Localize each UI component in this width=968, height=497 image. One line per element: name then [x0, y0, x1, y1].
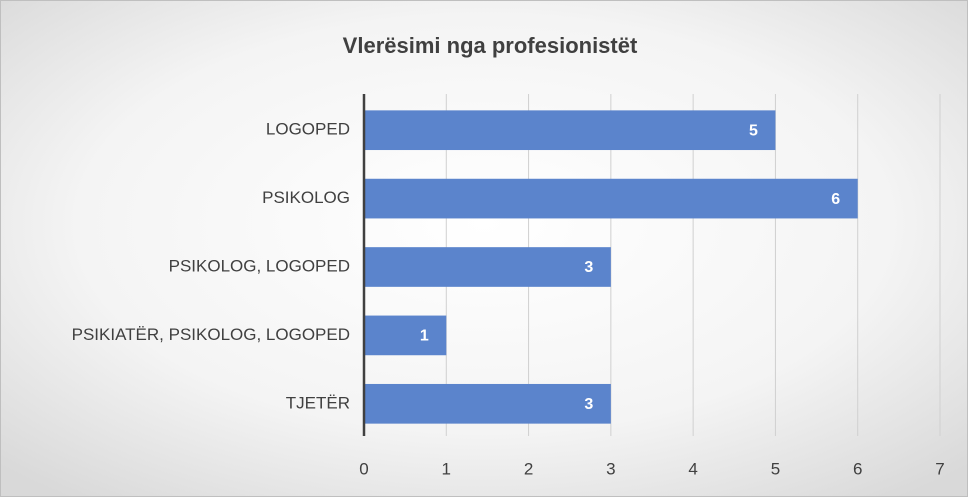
x-tick-label: 7: [935, 459, 944, 478]
bar: [364, 178, 858, 219]
y-tick-label: PSIKIATËR, PSIKOLOG, LOGOPED: [72, 325, 350, 344]
chart-title: Vlerësimi nga profesionistët: [343, 33, 638, 58]
y-tick-label: TJETËR: [286, 393, 350, 412]
data-label: 5: [749, 122, 758, 139]
data-label: 6: [831, 191, 840, 208]
y-tick-label: PSIKOLOG, LOGOPED: [169, 256, 350, 275]
bar: [364, 383, 611, 424]
x-tick-label: 2: [524, 459, 533, 478]
x-tick-label: 3: [606, 459, 615, 478]
x-tick-label: 5: [771, 459, 780, 478]
bar: [364, 315, 447, 356]
x-tick-label: 6: [853, 459, 862, 478]
data-label: 1: [420, 328, 429, 345]
bar: [364, 110, 776, 151]
y-tick-label: PSIKOLOG: [262, 188, 350, 207]
x-tick-label: 0: [359, 459, 368, 478]
data-label: 3: [584, 396, 593, 413]
data-label: 3: [584, 259, 593, 276]
y-tick-label: LOGOPED: [266, 120, 350, 139]
bar: [364, 247, 611, 287]
x-tick-label: 4: [688, 459, 697, 478]
x-tick-label: 1: [442, 459, 451, 478]
